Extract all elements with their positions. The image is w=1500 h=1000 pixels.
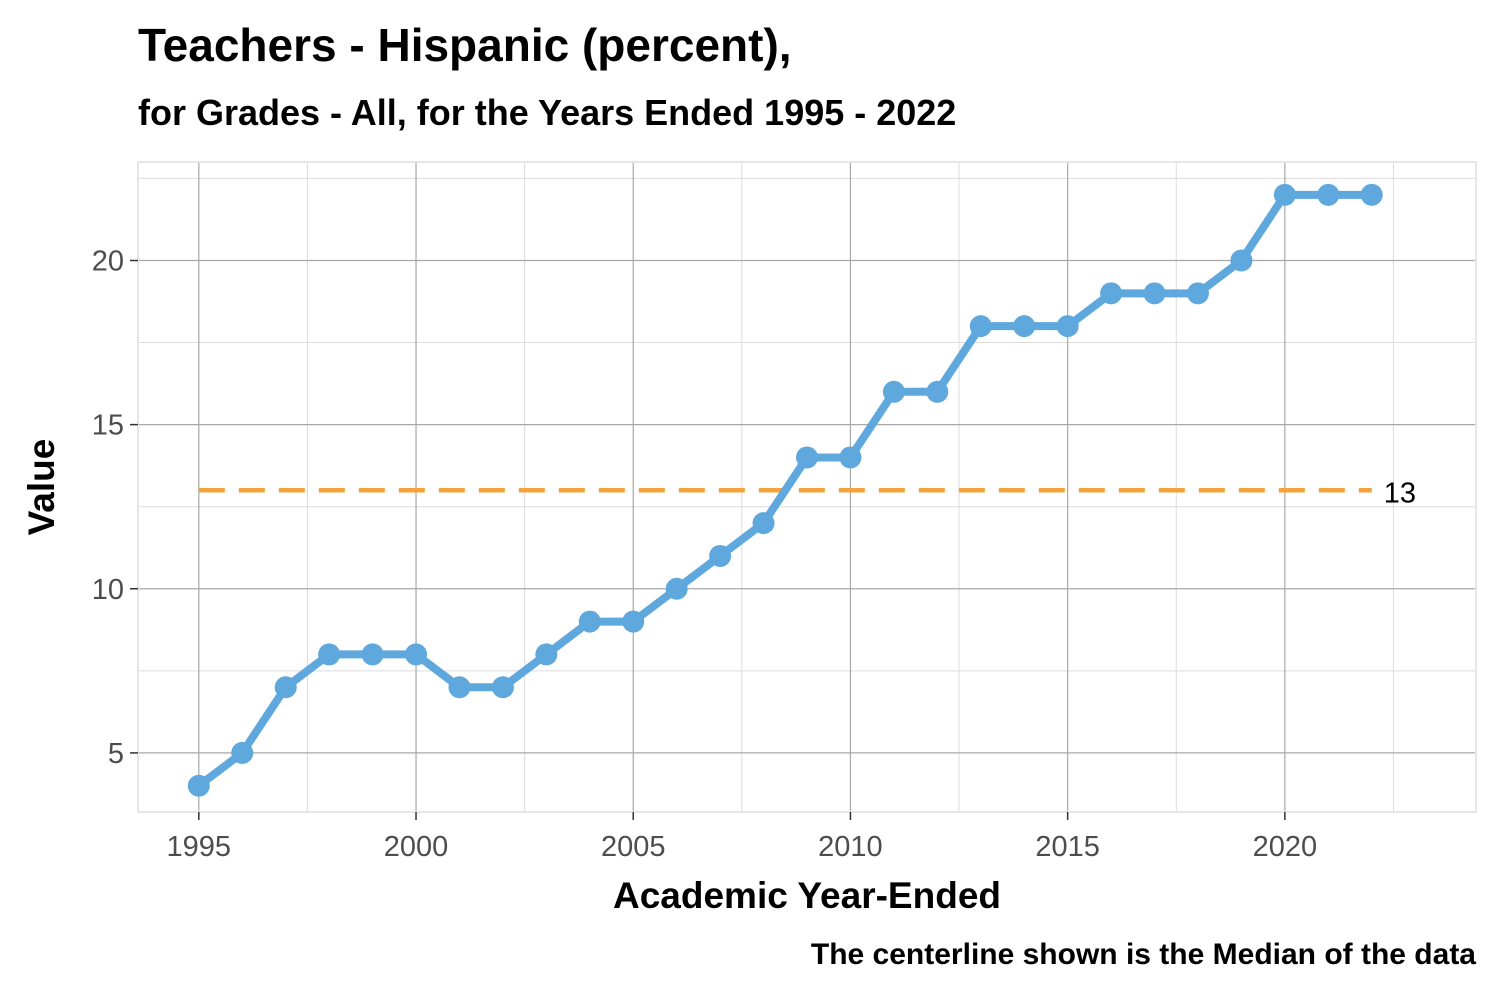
- data-point: [1273, 183, 1296, 206]
- median-layer: 13: [198, 477, 1416, 509]
- data-point: [535, 643, 558, 666]
- data-point: [318, 643, 341, 666]
- x-tick-label: 2005: [601, 831, 666, 863]
- x-tick-label: 2015: [1035, 831, 1100, 863]
- data-point: [1056, 315, 1079, 338]
- tick-labels: 1995 2000 2005 2010 2015 2020 5 10 15 20: [92, 245, 1317, 863]
- data-point: [709, 544, 732, 567]
- panel-border: [137, 161, 1477, 813]
- data-point: [1317, 183, 1340, 206]
- data-point: [405, 643, 428, 666]
- data-point: [622, 610, 645, 633]
- data-point: [839, 446, 862, 469]
- data-point: [448, 676, 471, 699]
- data-point: [665, 577, 688, 600]
- data-point: [361, 643, 384, 666]
- chart-title: Teachers - Hispanic (percent),: [138, 19, 792, 71]
- data-point: [187, 774, 210, 797]
- median-label: 13: [1384, 477, 1416, 509]
- x-axis-title: Academic Year-Ended: [613, 875, 1001, 916]
- y-tick-label: 5: [108, 738, 124, 770]
- data-point: [274, 676, 297, 699]
- data-point: [926, 380, 949, 403]
- y-tick-label: 10: [92, 574, 124, 606]
- series-layer: [187, 183, 1383, 797]
- x-tick-label: 1995: [167, 831, 232, 863]
- data-point: [1360, 183, 1383, 206]
- x-tick-label: 2020: [1253, 831, 1318, 863]
- data-point: [1013, 315, 1036, 338]
- data-point: [491, 676, 514, 699]
- y-axis-title: Value: [21, 439, 62, 536]
- y-tick-label: 20: [92, 245, 124, 277]
- data-point: [969, 315, 992, 338]
- grid-lines: [138, 162, 1476, 812]
- data-point: [578, 610, 601, 633]
- x-tick-label: 2000: [384, 831, 449, 863]
- data-point: [1143, 282, 1166, 305]
- data-point: [1230, 249, 1253, 272]
- chart-caption: The centerline shown is the Median of th…: [810, 938, 1476, 971]
- x-tick-label: 2010: [818, 831, 883, 863]
- data-point: [231, 741, 254, 764]
- data-point: [1186, 282, 1209, 305]
- y-tick-label: 15: [92, 410, 124, 442]
- data-point: [1100, 282, 1123, 305]
- chart-subtitle: for Grades - All, for the Years Ended 19…: [138, 92, 957, 133]
- data-point: [882, 380, 905, 403]
- data-point: [796, 446, 818, 469]
- series-line: [194, 190, 1376, 790]
- data-point: [752, 512, 775, 535]
